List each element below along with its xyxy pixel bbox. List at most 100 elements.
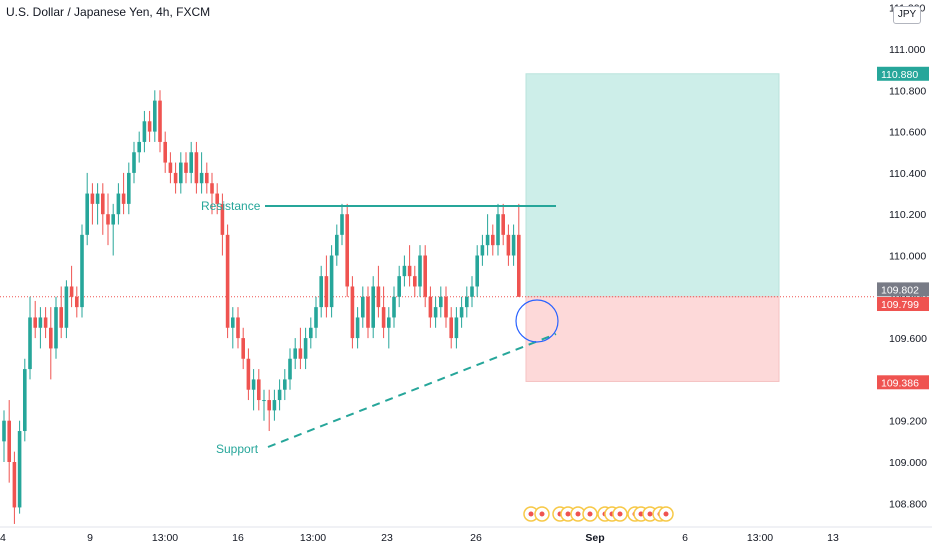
event-dot [539, 511, 545, 517]
candle [475, 255, 479, 287]
candle [241, 338, 245, 359]
x-tick-label: Sep [585, 532, 604, 544]
candle [205, 172, 209, 184]
target-zone[interactable] [525, 73, 780, 298]
candle [75, 296, 79, 308]
y-tick-label: 110.600 [889, 127, 926, 139]
candle [257, 379, 261, 401]
candle [17, 431, 22, 508]
candle [231, 317, 235, 328]
candle [314, 307, 318, 328]
candle [236, 317, 240, 339]
candle [153, 100, 157, 132]
y-tick-label: 109.000 [889, 457, 927, 469]
candle [95, 193, 100, 204]
candle [194, 152, 199, 184]
support-trendline[interactable] [267, 333, 557, 448]
candle [64, 286, 69, 328]
candle [116, 193, 121, 215]
x-tick-label: 9 [87, 532, 93, 544]
candle [366, 296, 370, 328]
candle [428, 296, 433, 318]
event-dot [587, 511, 593, 517]
candle [147, 121, 152, 132]
x-tick-label: 23 [381, 532, 393, 544]
candle [293, 348, 297, 359]
candle [496, 214, 500, 246]
candle [43, 317, 48, 328]
candle [283, 379, 287, 390]
candle [215, 193, 219, 204]
candle [303, 338, 308, 359]
candle [517, 234, 521, 297]
event-dot [663, 511, 669, 517]
candle [397, 276, 401, 297]
candle [173, 172, 178, 184]
candle [184, 162, 188, 173]
candle [85, 193, 89, 235]
candle [23, 369, 27, 432]
candle [101, 193, 105, 215]
candle [402, 265, 407, 277]
y-tick-label: 111.000 [889, 44, 926, 56]
candle [361, 296, 365, 318]
candle [392, 296, 396, 318]
candle [251, 379, 256, 390]
candle [225, 234, 230, 328]
price-label-box [877, 66, 929, 81]
y-tick-label: 110.800 [889, 85, 926, 97]
candle [38, 317, 43, 328]
candle [340, 214, 344, 235]
candle [345, 214, 349, 287]
currency-button[interactable]: JPY [893, 6, 921, 24]
candle [376, 286, 381, 308]
highlight-circle[interactable] [515, 299, 559, 343]
candle [324, 276, 329, 308]
price-label-box [877, 297, 929, 312]
candle [277, 389, 282, 401]
candle [381, 307, 386, 328]
candle [491, 234, 495, 246]
candle [163, 141, 167, 163]
candle [501, 214, 505, 235]
y-tick-label: 110.000 [889, 251, 926, 263]
x-tick-label: 13:00 [300, 532, 326, 544]
candle [220, 203, 225, 235]
x-tick-label: 4 [0, 532, 6, 544]
price-label-box [877, 375, 929, 390]
chart-title: U.S. Dollar / Japanese Yen, 4h, FXCM [6, 5, 211, 19]
x-tick-label: 6 [682, 532, 688, 544]
candle [423, 255, 427, 297]
candle [413, 276, 417, 287]
price-label: 110.880 [881, 69, 918, 81]
y-tick-label: 109.200 [889, 416, 927, 428]
candle [28, 317, 32, 370]
stop-zone[interactable] [525, 296, 780, 382]
candle [199, 172, 204, 184]
price-label: 109.799 [881, 299, 919, 311]
candle [69, 286, 74, 297]
candle [59, 307, 63, 328]
candle [179, 162, 183, 184]
price-label: 109.802 [881, 284, 919, 296]
candle [444, 296, 448, 318]
candle [309, 327, 313, 339]
candle [106, 214, 110, 225]
candle [511, 234, 516, 256]
candle [210, 183, 214, 194]
candle [7, 420, 11, 462]
candle [465, 296, 469, 308]
candle [355, 317, 360, 339]
price-axis[interactable] [876, 0, 932, 550]
candle [132, 152, 136, 173]
event-dot [528, 511, 534, 517]
candle [127, 172, 131, 204]
candle [168, 162, 173, 173]
y-tick-label: 110.200 [889, 209, 926, 221]
candle [335, 234, 339, 256]
candle [350, 286, 355, 339]
candle [142, 121, 147, 142]
candle [506, 234, 511, 256]
